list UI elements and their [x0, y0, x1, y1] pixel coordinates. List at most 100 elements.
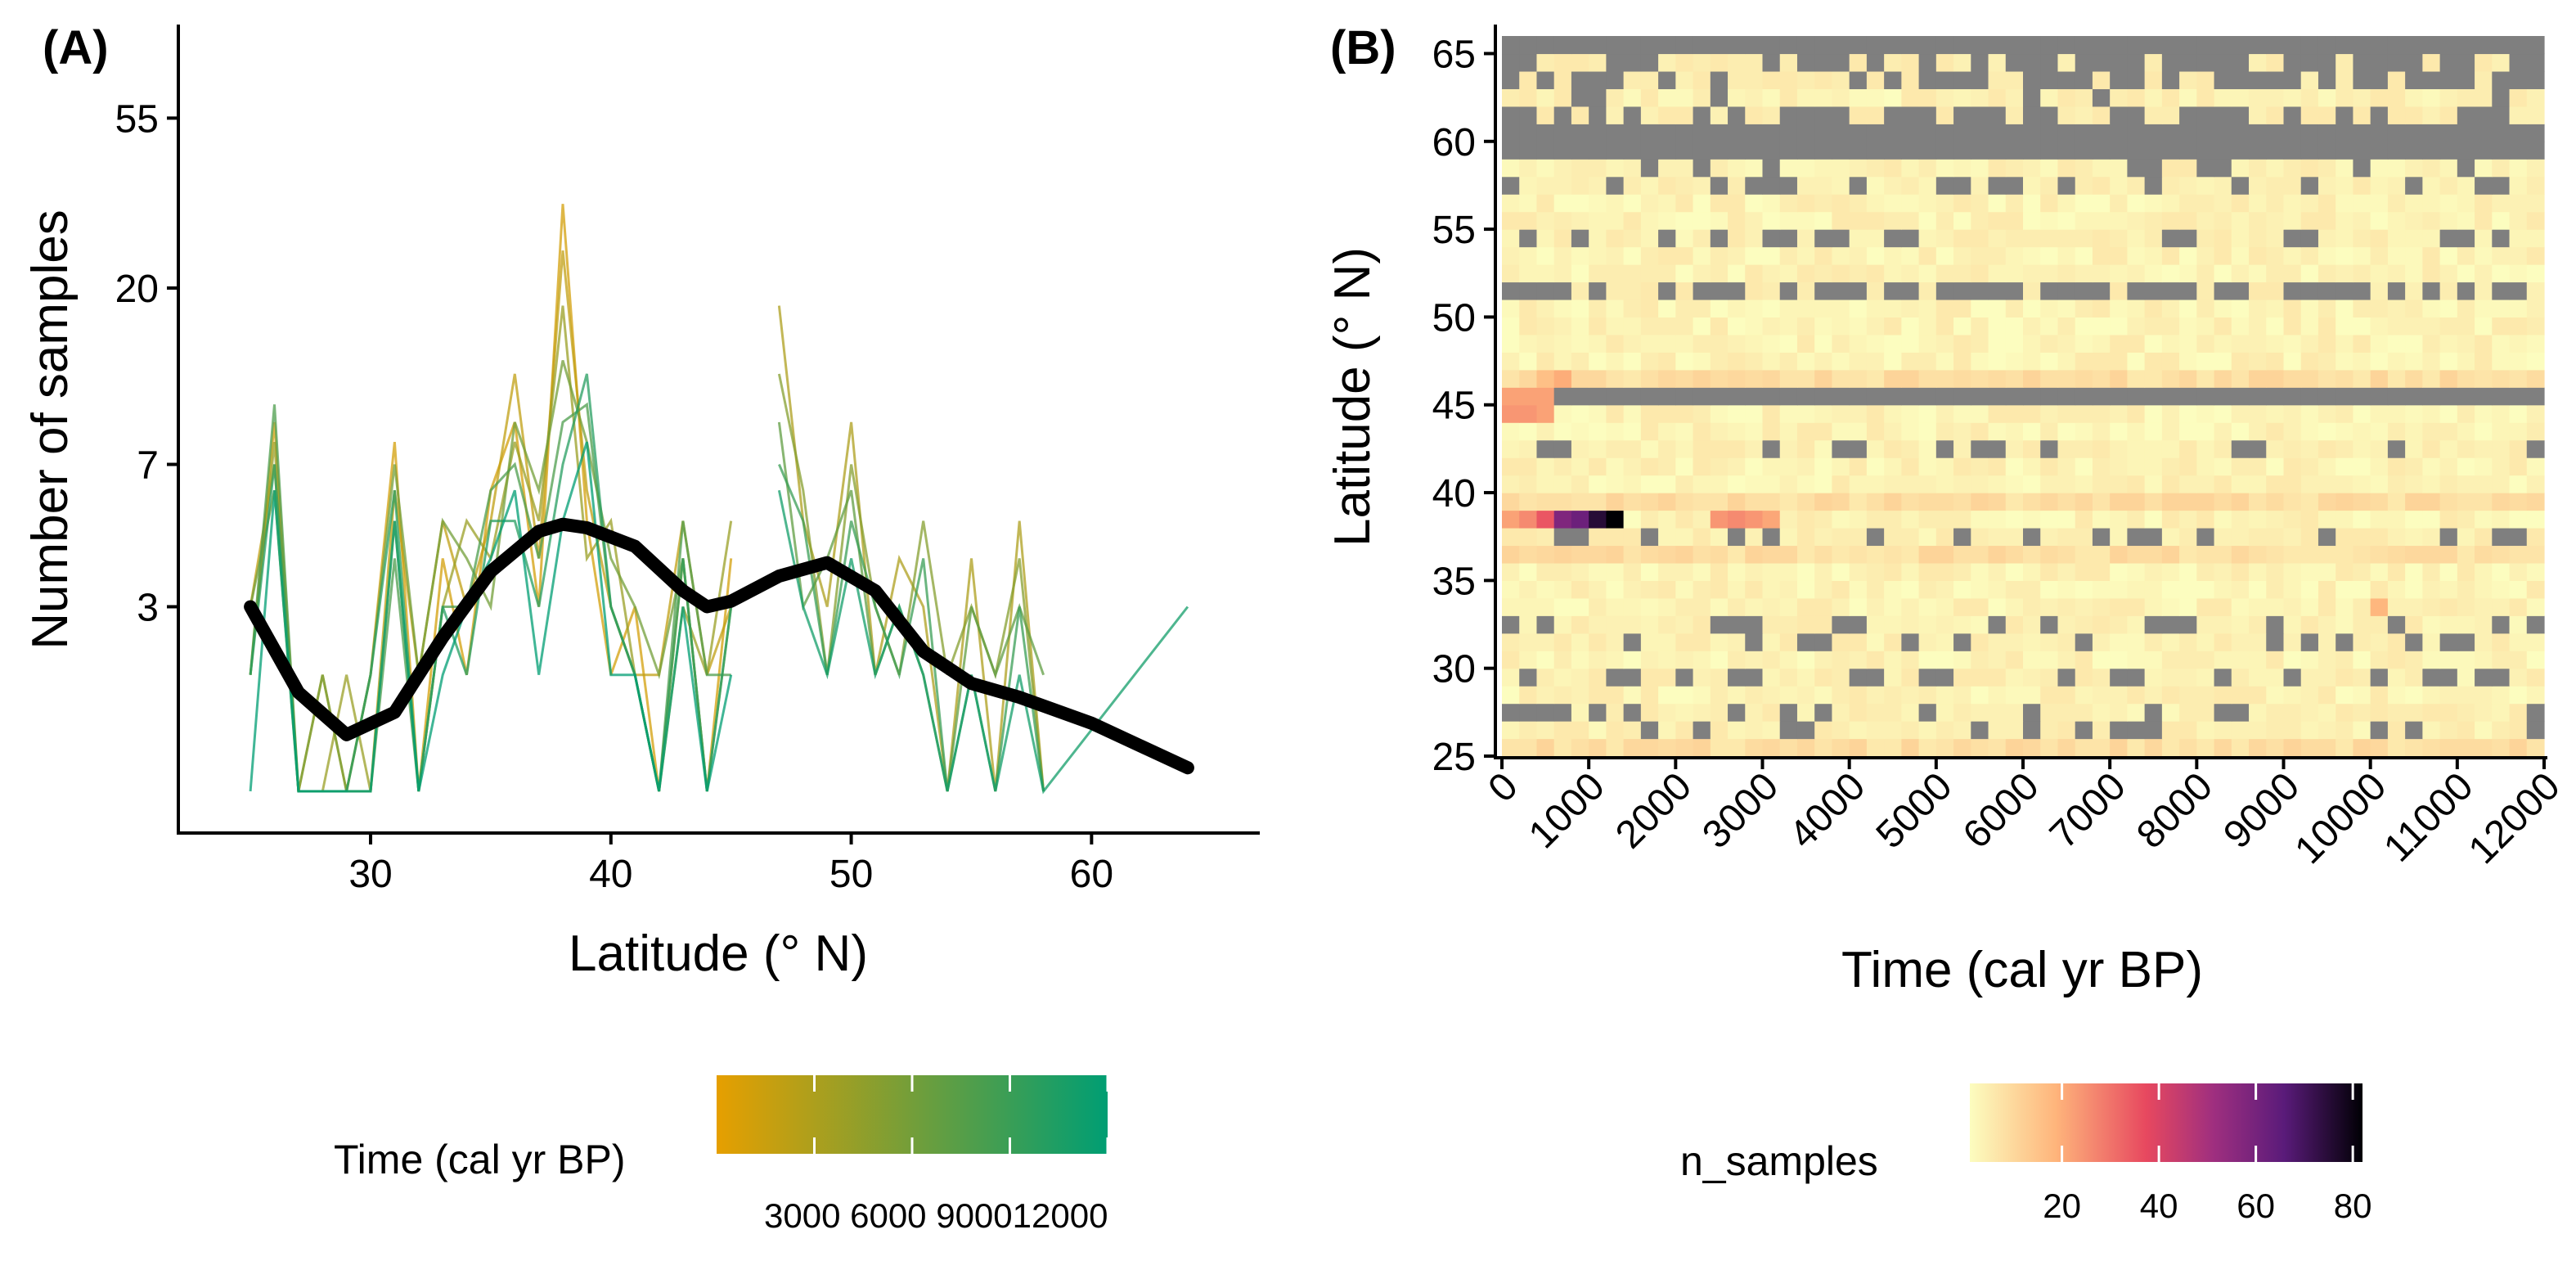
heatmap-cell-53-11600 [2509, 246, 2528, 265]
heatmap-cell-28-1800 [1658, 686, 1676, 705]
heatmap-cell-37-7400 [2144, 527, 2163, 547]
heatmap-cell-38-8000 [2196, 510, 2215, 529]
heatmap-cell-28-1600 [1640, 686, 1659, 705]
heatmap-cell-36-2200 [1693, 545, 1711, 564]
panel-b-y-label: Latitude (° N) [1324, 247, 1381, 547]
heatmap-cell-55-1400 [1623, 211, 1642, 230]
heatmap-cell-50-8000 [2196, 299, 2215, 318]
heatmap-cell-26-600 [1553, 721, 1572, 740]
heatmap-cell-29-8600 [2249, 668, 2267, 687]
heatmap-cell-53-4000 [1849, 246, 1868, 265]
heatmap-cell-26-6600 [2075, 721, 2093, 740]
heatmap-cell-64-4000 [1849, 53, 1868, 72]
b-y-tick-label-65: 65 [1432, 33, 1476, 76]
heatmap-cell-58-6800 [2092, 159, 2111, 178]
heatmap-cell-37-800 [1571, 527, 1589, 547]
heatmap-cell-36-11400 [2492, 545, 2511, 564]
heatmap-cell-38-10800 [2439, 510, 2458, 529]
heatmap-cell-32-1600 [1640, 615, 1659, 634]
heatmap-cell-46-3800 [1832, 369, 1850, 388]
heatmap-cell-29-3000 [1762, 668, 1781, 687]
heatmap-cell-44-8800 [2266, 404, 2285, 423]
heatmap-cell-29-4000 [1849, 668, 1868, 687]
heatmap-cell-25-1400 [1623, 738, 1642, 757]
heatmap-cell-65-9600 [2335, 36, 2354, 55]
heatmap-cell-39-2200 [1693, 493, 1711, 511]
heatmap-cell-41-6200 [2040, 457, 2059, 476]
heatmap-cell-45-10000 [2370, 387, 2389, 406]
heatmap-cell-45-2000 [1675, 387, 1694, 406]
heatmap-cell-39-9600 [2335, 493, 2354, 511]
heatmap-cell-50-4800 [1918, 299, 1937, 318]
heatmap-cell-25-800 [1571, 738, 1589, 757]
heatmap-cell-43-800 [1571, 422, 1589, 441]
heatmap-cell-61-7200 [2127, 106, 2146, 124]
heatmap-cell-39-8200 [2214, 493, 2232, 511]
heatmap-cell-28-600 [1553, 686, 1572, 705]
heatmap-cell-39-9800 [2353, 493, 2371, 511]
heatmap-cell-58-1600 [1640, 159, 1659, 178]
heatmap-cell-56-7600 [2161, 194, 2180, 213]
heatmap-cell-30-2000 [1675, 651, 1694, 669]
heatmap-cell-31-5800 [2005, 633, 2024, 651]
heatmap-cell-52-7800 [2179, 264, 2197, 283]
heatmap-cell-25-2000 [1675, 738, 1694, 757]
heatmap-cell-54-0 [1502, 229, 1520, 248]
heatmap-cell-45-8000 [2196, 387, 2215, 406]
heatmap-cell-34-6200 [2040, 580, 2059, 599]
heatmap-cell-60-6400 [2057, 124, 2076, 142]
heatmap-cell-41-4800 [1918, 457, 1937, 476]
heatmap-cell-40-1000 [1589, 475, 1607, 493]
heatmap-cell-30-6600 [2075, 651, 2093, 669]
heatmap-cell-59-5200 [1953, 141, 1971, 160]
heatmap-cell-51-4400 [1884, 281, 1902, 300]
heatmap-cell-60-2600 [1728, 124, 1746, 142]
heatmap-cell-55-10000 [2370, 211, 2389, 230]
heatmap-cell-44-8400 [2231, 404, 2250, 423]
heatmap-cell-36-3000 [1762, 545, 1781, 564]
heatmap-cell-31-10800 [2439, 633, 2458, 651]
heatmap-cell-60-10800 [2439, 124, 2458, 142]
heatmap-cell-47-11400 [2492, 352, 2511, 371]
heatmap-cell-31-5400 [1971, 633, 1989, 651]
heatmap-cell-61-800 [1571, 106, 1589, 124]
heatmap-cell-38-800 [1571, 510, 1589, 529]
heatmap-cell-54-1800 [1658, 229, 1676, 248]
n-samples-legend-ticks: 20 40 60 80 [2043, 1083, 2372, 1225]
heatmap-cell-45-10200 [2387, 387, 2406, 406]
heatmap-cell-37-10600 [2422, 527, 2441, 547]
heatmap-cell-56-2000 [1675, 194, 1694, 213]
heatmap-cell-44-1400 [1623, 404, 1642, 423]
heatmap-cell-53-1400 [1623, 246, 1642, 265]
heatmap-cell-56-6400 [2057, 194, 2076, 213]
heatmap-cell-41-8800 [2266, 457, 2285, 476]
heatmap-cell-25-9800 [2353, 738, 2371, 757]
heatmap-cell-39-6400 [2057, 493, 2076, 511]
heatmap-cell-45-1800 [1658, 387, 1676, 406]
heatmap-cell-55-5200 [1953, 211, 1971, 230]
heatmap-cell-47-800 [1571, 352, 1589, 371]
heatmap-cell-40-8800 [2266, 475, 2285, 493]
heatmap-cell-32-5800 [2005, 615, 2024, 634]
heatmap-cell-57-7000 [2110, 176, 2128, 195]
heatmap-cell-37-9800 [2353, 527, 2371, 547]
heatmap-cell-41-7800 [2179, 457, 2197, 476]
heatmap-cell-26-1600 [1640, 721, 1659, 740]
heatmap-cell-53-400 [1536, 246, 1555, 265]
heatmap-cell-32-11200 [2475, 615, 2493, 634]
heatmap-cell-28-5400 [1971, 686, 1989, 705]
heatmap-cell-65-11200 [2475, 36, 2493, 55]
heatmap-cell-60-2000 [1675, 124, 1694, 142]
heatmap-cell-35-8800 [2266, 562, 2285, 581]
heatmap-cell-61-7600 [2161, 106, 2180, 124]
heatmap-cell-39-11400 [2492, 493, 2511, 511]
heatmap-cell-52-5800 [2005, 264, 2024, 283]
heatmap-cell-55-10600 [2422, 211, 2441, 230]
heatmap-cell-47-4600 [1901, 352, 1920, 371]
heatmap-cell-56-9800 [2353, 194, 2371, 213]
heatmap-cell-54-4600 [1901, 229, 1920, 248]
heatmap-cell-43-10400 [2405, 422, 2423, 441]
heatmap-cell-38-8200 [2214, 510, 2232, 529]
heatmap-cell-26-8400 [2231, 721, 2250, 740]
heatmap-cell-65-10400 [2405, 36, 2423, 55]
